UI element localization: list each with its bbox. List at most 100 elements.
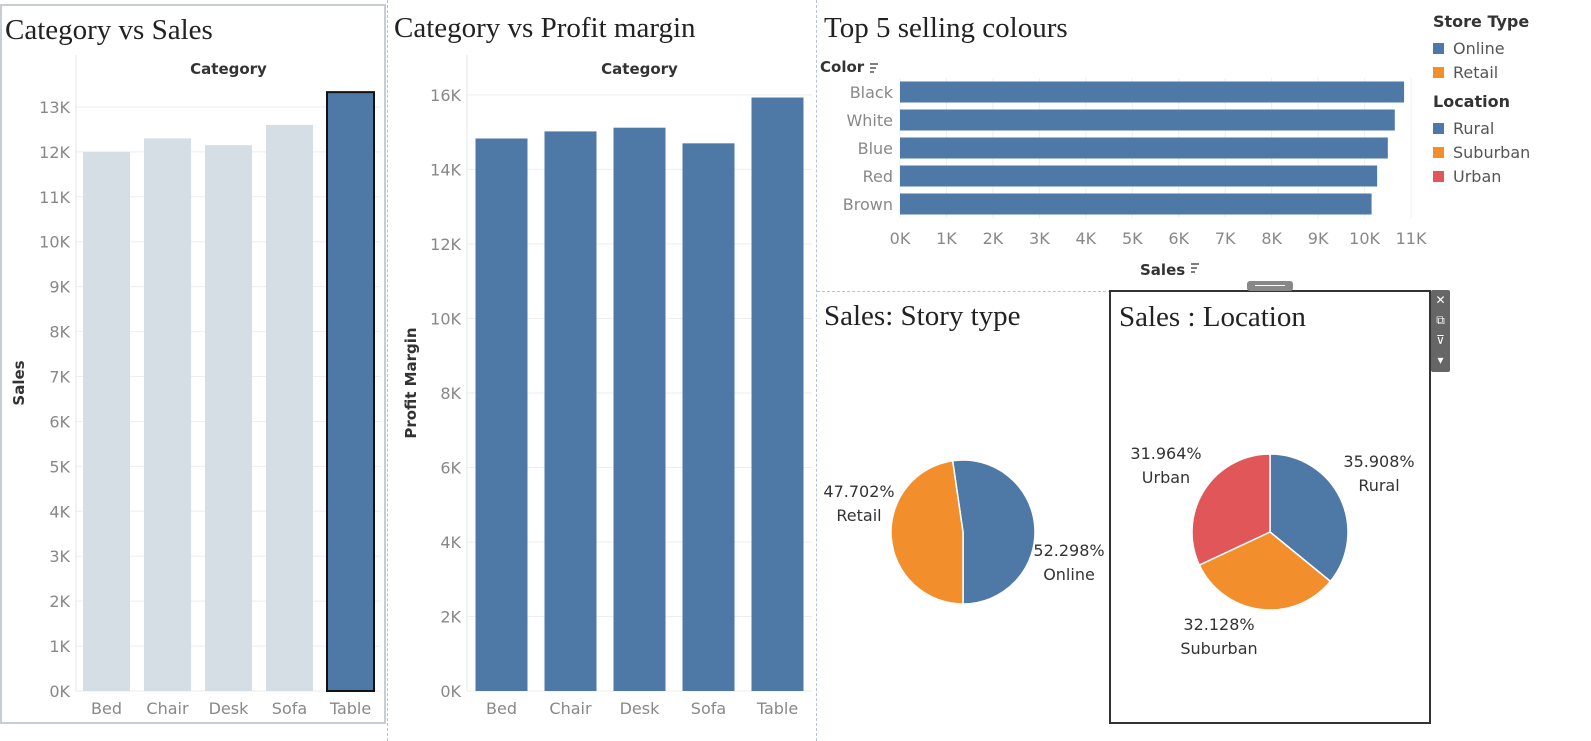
x-tick-label: 3K xyxy=(1029,229,1050,248)
x-tick-label: 7K xyxy=(1215,229,1236,248)
x-tick-label: 9K xyxy=(1308,229,1329,248)
legend-label: Rural xyxy=(1453,118,1495,138)
y-tick-label: 2K xyxy=(49,592,70,611)
chart-top-colours: 0K 1K 2K 3K 4K 5K 6K 7K 8K 9K 10K 11K Color Sales Blac… xyxy=(0,0,1430,300)
x-tick-label: 4K xyxy=(1076,229,1097,248)
pie-slice-urban xyxy=(1191,453,1271,567)
close-icon[interactable]: ✕ xyxy=(1435,293,1446,307)
bar-bed xyxy=(83,151,130,692)
y-tick-label: 4K xyxy=(440,533,461,552)
pie-slice-retail xyxy=(890,459,964,605)
x-tick-label: Sofa xyxy=(691,699,726,718)
swatch-icon xyxy=(1433,170,1444,182)
bar-desk xyxy=(205,145,252,692)
legend: Store Type Online Retail Location Rural … xyxy=(1433,12,1530,188)
y-tick-label: 2K xyxy=(440,607,461,626)
x-axis-label: Sales xyxy=(1140,261,1185,279)
legend-item-suburban[interactable]: Suburban xyxy=(1433,140,1530,164)
legend-item-online[interactable]: Online xyxy=(1433,36,1530,60)
chart-category-sales: 0K 1K 2K 3K 4K 5K 6K 7K 8K 9K 10K 11K 12K 13K Category… xyxy=(0,0,388,741)
bar-white xyxy=(900,109,1395,131)
legend-label: Suburban xyxy=(1453,142,1531,162)
x-tick-label: 11K xyxy=(1396,229,1427,248)
row-header: Color xyxy=(820,58,865,76)
y-tick-label: Blue xyxy=(858,139,893,158)
more-options-icon[interactable]: ▾ xyxy=(1437,353,1444,367)
bar-blue xyxy=(900,137,1388,159)
y-tick-label: 4K xyxy=(49,502,70,521)
bar-bed xyxy=(475,138,528,692)
drag-handle[interactable] xyxy=(1247,281,1293,291)
x-tick-label: 6K xyxy=(1168,229,1189,248)
y-tick-label: 11K xyxy=(39,188,70,207)
y-tick-label: 3K xyxy=(49,547,70,566)
x-tick-label: Desk xyxy=(620,699,661,718)
column-header: Category xyxy=(601,60,678,78)
y-tick-label: 0K xyxy=(49,682,70,701)
x-tick-label: Chair xyxy=(549,699,592,718)
bar-table xyxy=(751,97,804,691)
popout-icon[interactable]: ⧉ xyxy=(1436,313,1445,327)
x-tick-label: Sofa xyxy=(272,699,307,718)
swatch-icon xyxy=(1433,42,1444,54)
separator-2 xyxy=(816,0,817,741)
bar-desk xyxy=(613,127,666,691)
swatch-icon xyxy=(1433,122,1444,134)
y-tick-label: 12K xyxy=(39,143,70,162)
y-tick-label: Red xyxy=(863,167,893,186)
y-tick-label: White xyxy=(846,111,893,130)
slice-percent-label: 35.908% xyxy=(1343,452,1414,471)
bar-black xyxy=(900,81,1405,103)
x-tick-label: 0K xyxy=(890,229,911,248)
slice-percent-label: 31.964% xyxy=(1130,444,1201,463)
bar-chart-profit: 0K 2K 4K 6K 8K 10K 12K 14K 16K Category Profit Mar… xyxy=(402,55,812,718)
bar-chart-sales: 0K 1K 2K 3K 4K 5K 6K 7K 8K 9K 10K 11K 12K 13K Category… xyxy=(10,55,381,718)
chart-category-profit: 0K 2K 4K 6K 8K 10K 12K 14K 16K Category Profit Mar… xyxy=(402,55,812,718)
slice-name-label: Online xyxy=(1043,565,1095,584)
x-tick-label: Bed xyxy=(91,699,122,718)
slice-name-label: Urban xyxy=(1142,468,1190,487)
panel-toolbar: ✕ ⧉ ⊽ ▾ xyxy=(1431,290,1450,372)
bar-chart-colours: 0K 1K 2K 3K 4K 5K 6K 7K 8K 9K 10K 11K Color Sales Blac… xyxy=(820,58,1427,279)
y-tick-label: 7K xyxy=(49,368,70,387)
x-tick-label: 8K xyxy=(1261,229,1282,248)
x-tick-label: Table xyxy=(756,699,798,718)
y-tick-label: 8K xyxy=(49,323,70,342)
x-tick-label: 5K xyxy=(1122,229,1143,248)
slice-percent-label: 47.702% xyxy=(823,482,894,501)
legend-item-urban[interactable]: Urban xyxy=(1433,164,1530,188)
y-tick-label: 10K xyxy=(430,309,461,328)
panel-top-colours[interactable]: Top 5 selling colours xyxy=(817,0,1427,290)
bar-sofa xyxy=(682,143,735,691)
chart-title: Sales: Story type xyxy=(824,300,1021,332)
x-tick-label: 2K xyxy=(983,229,1004,248)
y-axis-label: Sales xyxy=(10,360,28,405)
y-tick-label: 6K xyxy=(49,412,70,431)
x-tick-label: Bed xyxy=(486,699,517,718)
y-tick-label: 0K xyxy=(440,682,461,701)
panel-location-pie[interactable]: Sales : Location xyxy=(1109,290,1431,724)
panel-store-type-pie[interactable]: Sales: Story type xyxy=(817,293,1109,733)
bar-chair xyxy=(144,138,191,691)
legend-item-rural[interactable]: Rural xyxy=(1433,116,1530,140)
legend-label: Urban xyxy=(1453,166,1502,186)
slice-percent-label: 52.298% xyxy=(1033,541,1104,560)
filter-icon[interactable]: ⊽ xyxy=(1436,333,1445,347)
y-tick-label: 1K xyxy=(49,637,70,656)
legend-title-location: Location xyxy=(1433,92,1510,111)
swatch-icon xyxy=(1433,66,1444,78)
x-tick-label: Desk xyxy=(209,699,250,718)
panel-category-profit[interactable]: Category vs Profit margin xyxy=(388,0,816,741)
y-tick-label: 9K xyxy=(49,278,70,297)
bar-table xyxy=(326,91,375,693)
y-tick-label: 14K xyxy=(430,160,461,179)
y-tick-label: 13K xyxy=(39,98,70,117)
sort-icon xyxy=(870,63,878,73)
bar-red xyxy=(900,165,1378,187)
y-axis-label: Profit Margin xyxy=(402,327,420,438)
panel-category-sales[interactable]: Category vs Sales xyxy=(0,4,386,724)
swatch-icon xyxy=(1433,146,1444,158)
legend-item-retail[interactable]: Retail xyxy=(1433,60,1530,84)
bar-chair xyxy=(544,131,597,691)
